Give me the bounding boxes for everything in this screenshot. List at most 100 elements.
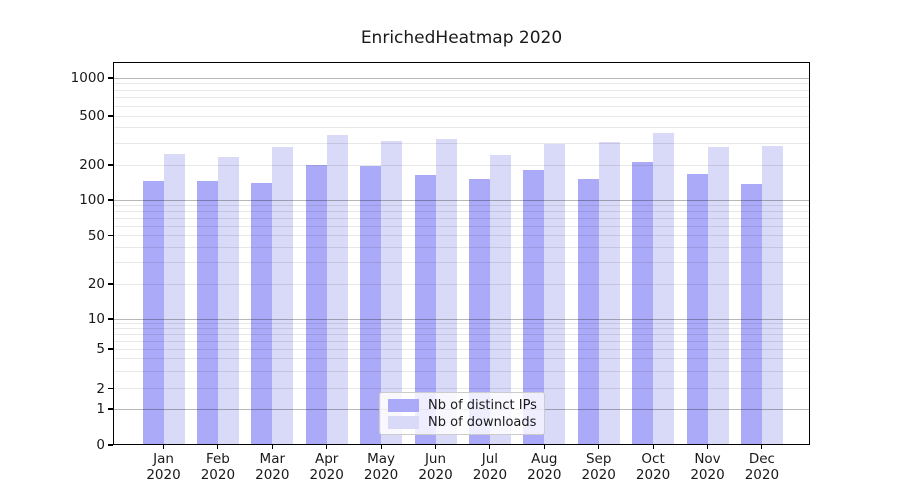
y-tick-label-20: 20 [87,276,105,292]
legend-swatch-distinct-ips [388,398,419,412]
y-tick-label-0: 0 [96,437,105,453]
x-tick-label-nov: Nov 2020 [676,451,740,483]
bar-distinct-ips-oct [632,161,654,445]
gridline-minor-300 [114,142,809,144]
y-tick-mark-10 [108,318,113,320]
x-tick-mark-jun [434,445,437,449]
y-tick-label-1000: 1000 [70,70,105,86]
y-tick-mark-1 [108,408,113,410]
bar-downloads-jun [435,139,457,445]
bar-distinct-ips-may [360,166,382,445]
legend-item-distinct-ips: Nb of distinct IPs [388,397,537,413]
x-tick-month: Mar [259,451,286,467]
x-tick-year: 2020 [200,467,236,483]
y-tick-mark-100 [108,199,113,201]
legend-label-distinct-ips: Nb of distinct IPs [428,397,537,413]
bar-downloads-aug [544,144,566,445]
x-tick-label-oct: Oct 2020 [621,451,685,483]
x-tick-label-sep: Sep 2020 [567,451,631,483]
bar-downloads-dec [761,145,783,445]
x-tick-label-dec: Dec 2020 [730,451,794,483]
x-tick-mark-dec [761,445,763,449]
gridline-minor-50 [114,235,809,236]
gridline-minor-200 [114,164,809,166]
x-tick-year: 2020 [581,467,616,483]
gridline-minor-6 [114,340,809,342]
bar-downloads-may [381,140,403,445]
x-tick-label-mar: Mar 2020 [240,451,304,483]
x-tick-mark-mar [271,445,273,449]
gridline-minor-400 [114,127,809,129]
x-tick-month: Oct [641,451,665,467]
bar-distinct-ips-jul [468,178,490,445]
gridline-minor-900 [114,83,809,85]
x-tick-mark-feb [217,445,219,449]
bar-downloads-apr [326,135,348,445]
legend-swatch-downloads [388,415,419,429]
x-tick-year: 2020 [418,467,453,483]
x-tick-month: Aug [531,451,558,467]
x-tick-mark-may [380,445,382,449]
x-tick-year: 2020 [690,467,725,483]
y-tick-mark-1000 [108,77,113,79]
x-tick-month: Jan [153,451,174,467]
gridline-minor-20 [114,283,809,285]
x-tick-mark-apr [326,445,328,449]
x-tick-label-aug: Aug 2020 [512,451,576,483]
gridline-major-100 [114,199,809,201]
bar-downloads-nov [707,146,729,445]
x-tick-month: Jun [424,451,447,467]
gridline-minor-70 [114,217,809,219]
gridline-major-10 [114,318,809,320]
gridline-minor-600 [114,105,809,107]
bar-distinct-ips-dec [740,184,762,445]
y-tick-label-2: 2 [96,380,105,397]
y-tick-mark-50 [108,234,113,237]
legend-label-downloads: Nb of downloads [428,414,537,430]
bar-distinct-ips-aug [523,170,545,445]
y-tick-mark-2 [108,387,113,390]
y-tick-label-10: 10 [87,311,105,327]
x-tick-month: Sep [585,451,612,467]
x-tick-mark-oct [652,445,654,449]
x-tick-year: 2020 [527,467,562,483]
legend: Nb of distinct IPs Nb of downloads [379,392,545,435]
bar-downloads-jul [489,155,511,445]
y-tick-mark-5 [108,348,113,350]
gridline-minor-2 [114,388,809,389]
gridline-minor-7 [114,333,809,335]
y-tick-mark-0 [108,444,113,446]
x-tick-month: Jul [481,451,499,467]
y-tick-label-200: 200 [79,157,105,173]
y-tick-label-500: 500 [79,108,105,124]
gridline-minor-9 [114,323,809,325]
gridline-minor-8 [114,328,809,330]
bar-downloads-mar [272,146,294,445]
bar-distinct-ips-apr [305,165,327,445]
y-tick-mark-20 [108,283,113,285]
x-tick-year: 2020 [472,467,508,483]
x-tick-label-apr: Apr 2020 [295,451,359,483]
x-tick-label-jun: Jun 2020 [404,451,468,483]
chart-title: EnrichedHeatmap 2020 [360,28,563,48]
bar-distinct-ips-jan [142,181,164,445]
gridline-minor-800 [114,89,809,91]
x-tick-month: Nov [694,451,721,467]
gridline-minor-4 [114,358,809,360]
gridline-minor-30 [114,262,809,264]
bar-downloads-jan [163,154,185,445]
y-tick-label-100: 100 [79,192,105,208]
x-tick-label-may: May 2020 [349,451,413,483]
x-tick-month: May [367,451,396,467]
legend-item-downloads: Nb of downloads [388,414,536,430]
y-tick-label-50: 50 [87,227,105,244]
x-tick-label-jul: Jul 2020 [458,451,522,483]
x-tick-year: 2020 [744,467,780,483]
x-tick-year: 2020 [363,467,399,483]
x-tick-year: 2020 [635,467,671,483]
x-tick-month: Apr [315,451,339,467]
y-tick-mark-200 [108,164,113,166]
x-tick-label-feb: Feb 2020 [186,451,250,483]
gridline-minor-5 [114,348,809,350]
